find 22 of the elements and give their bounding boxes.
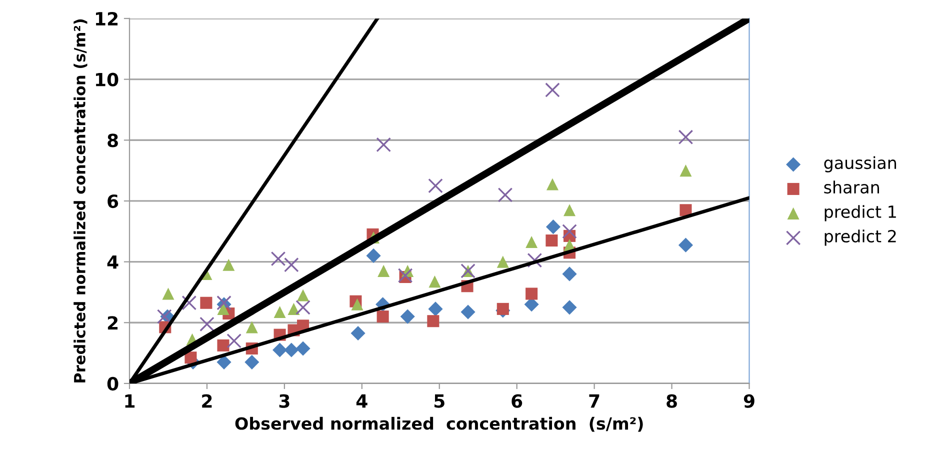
- legend-label: predict 1: [824, 205, 896, 222]
- legend-label: predict 2: [824, 230, 896, 246]
- legend-label: gaussian: [824, 156, 896, 172]
- x-tick-label: 4: [356, 394, 368, 408]
- x-tick-label: 7: [589, 394, 600, 408]
- y-tick-label: 8: [108, 134, 118, 148]
- y-tick-label: 4: [107, 255, 118, 269]
- y-tick-label: 6: [108, 194, 118, 208]
- x-tick-label: 3: [279, 394, 290, 408]
- y-tick-label: 10: [96, 72, 118, 86]
- x-tick-label: 8: [666, 394, 677, 408]
- x-tick-label: 1: [125, 394, 135, 408]
- y-tick-label: 12: [96, 12, 118, 26]
- y-axis-title: Predicted normalized concentration (s/m²): [74, 19, 88, 382]
- legend-label: sharan: [824, 180, 879, 194]
- x-axis-title: Observed normalized concentration (s/m²): [235, 416, 643, 432]
- x-tick-label: 2: [202, 394, 212, 408]
- x-tick-label: 9: [744, 394, 754, 408]
- x-tick-label: 6: [512, 394, 522, 408]
- y-tick-label: 2: [108, 316, 118, 330]
- y-tick-label: 0: [107, 376, 118, 391]
- x-tick-label: 5: [434, 394, 444, 408]
